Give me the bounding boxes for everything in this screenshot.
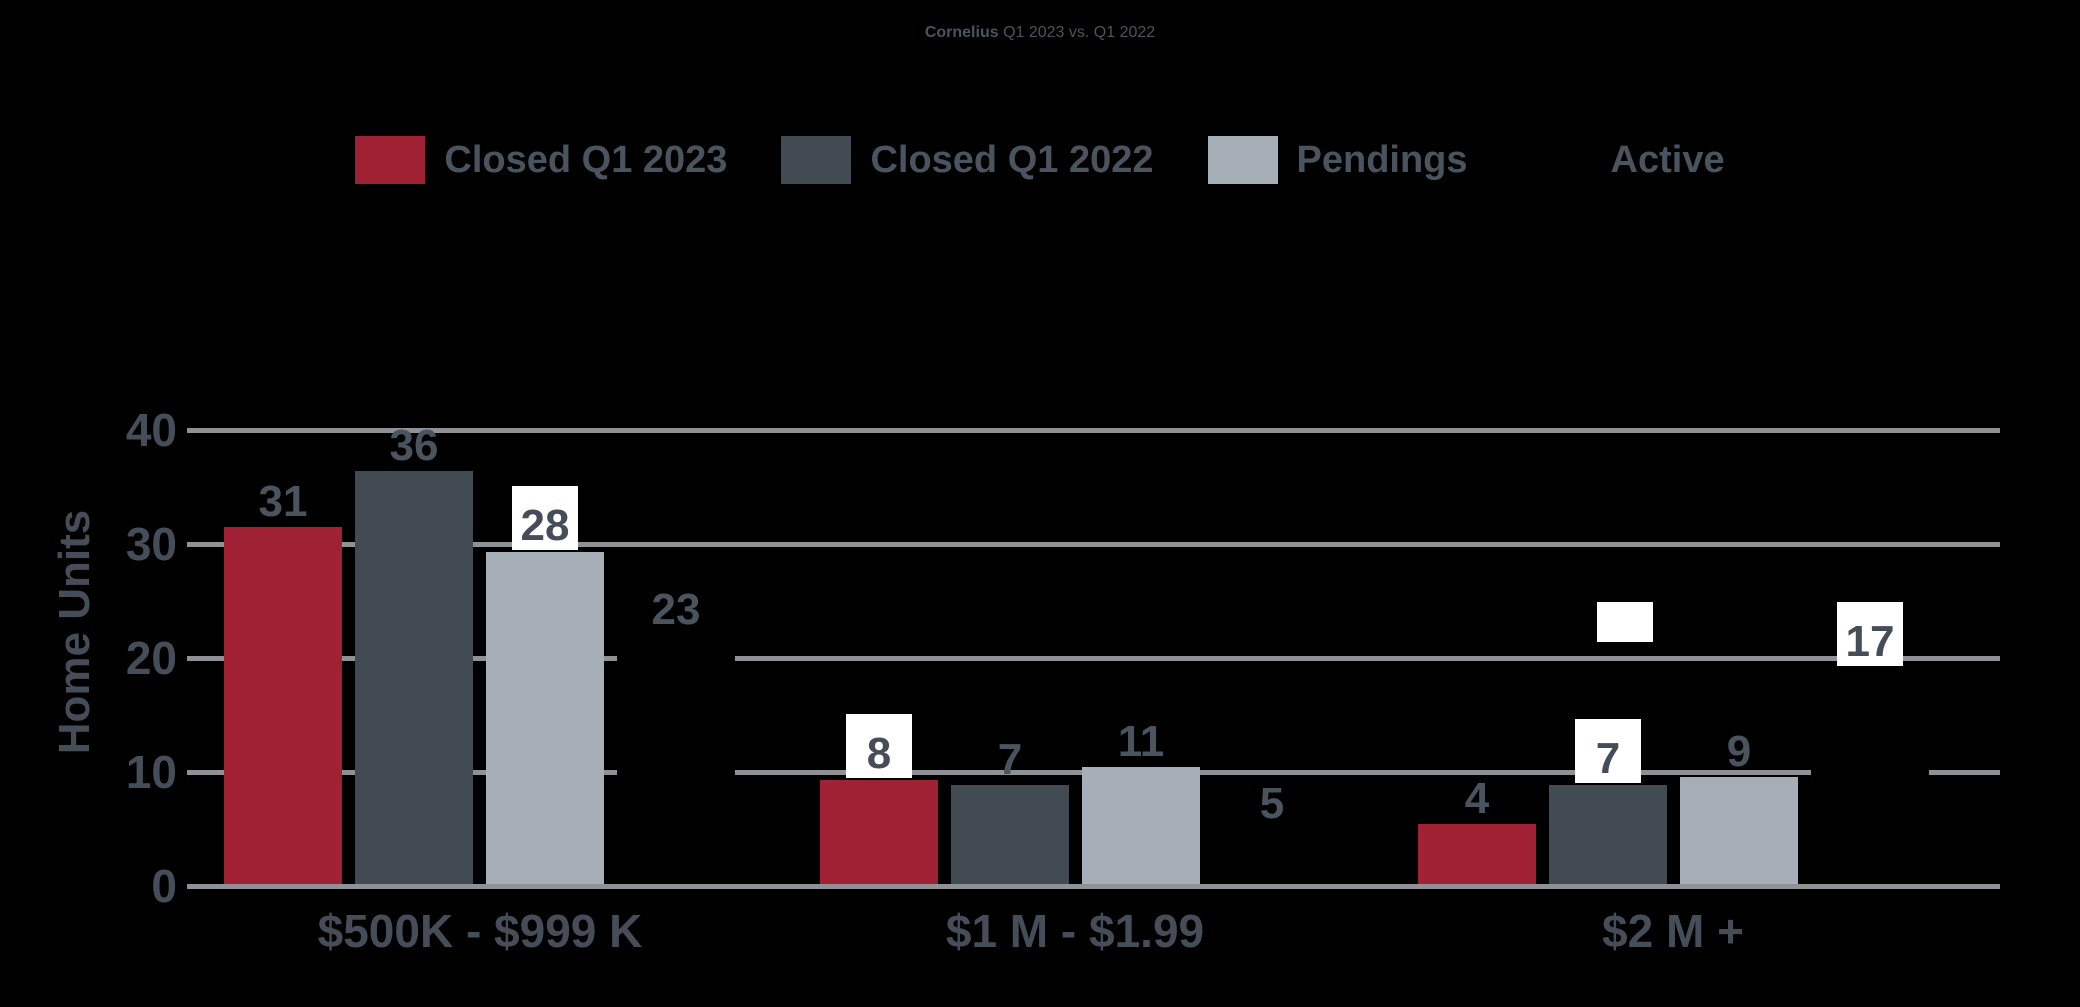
bar-value-box: 17 — [1837, 602, 1903, 667]
bar-value-box: 7 — [1575, 718, 1641, 783]
bar-value-label: 7 — [1595, 733, 1621, 783]
legend-item-label: Closed Q1 2023 — [444, 138, 728, 181]
chart-title-rest: Q1 2023 vs. Q1 2022 — [998, 24, 1156, 41]
legend-item-label: Active — [1610, 138, 1725, 181]
bar-value-label: 36 — [389, 421, 439, 471]
gridline-30 — [187, 542, 2000, 547]
gridline-40 — [187, 428, 2000, 433]
bar-closed-q1-2022-1 — [951, 784, 1069, 886]
bar-value-box: 28 — [512, 485, 578, 550]
bar-active-2 — [1811, 668, 1929, 886]
bar-value-label: 23 — [651, 585, 701, 635]
y-tick-label-20: 20 — [125, 632, 177, 684]
legend-item-0: Closed Q1 2023 — [355, 136, 727, 184]
bar-value-label: 11 — [1117, 717, 1165, 767]
bar-pendings-2 — [1680, 776, 1798, 886]
bar-value-label: 4 — [1464, 774, 1490, 824]
bar-pendings-1 — [1082, 767, 1200, 886]
bar-closed-q1-2022-2 — [1549, 784, 1667, 886]
legend-item-3: Active — [1521, 136, 1725, 184]
bar-active-1 — [1213, 829, 1331, 886]
bar-value-box: 8 — [846, 713, 912, 778]
legend-swatch-icon — [355, 136, 426, 184]
gridline-0 — [187, 884, 2000, 889]
legend-swatch-icon — [1207, 136, 1278, 184]
bar-value-label: 31 — [258, 476, 308, 526]
legend-item-2: Pendings — [1207, 136, 1468, 184]
legend-item-label: Pendings — [1296, 138, 1468, 181]
bar-value-label: 8 — [866, 728, 892, 778]
legend-item-label: Closed Q1 2022 — [870, 138, 1154, 181]
legend: Closed Q1 2023 Closed Q1 2022 Pendings Acti… — [0, 136, 2080, 184]
bar-closed-q1-2022-0 — [355, 471, 473, 886]
bar-closed-q1-2023-1 — [820, 779, 938, 886]
gridline-20 — [187, 656, 2000, 661]
bar-closed-q1-2023-0 — [224, 526, 342, 886]
x-category-label: $500K - $999 K — [317, 905, 643, 957]
bar-pendings-0 — [486, 551, 604, 886]
legend-item-1: Closed Q1 2022 — [781, 136, 1154, 184]
bar-value-label: 17 — [1845, 617, 1895, 667]
y-tick-label-0: 0 — [151, 860, 177, 912]
legend-swatch-icon — [781, 136, 852, 184]
y-tick-label-10: 10 — [125, 746, 177, 798]
chart-title: Cornelius Q1 2023 vs. Q1 2022 — [0, 24, 2080, 42]
bar-value-label: 5 — [1259, 779, 1285, 828]
bar-value-label: 9 — [1726, 726, 1752, 776]
chart-title-brand: Cornelius — [924, 24, 999, 41]
y-tick-label-40: 40 — [125, 404, 177, 456]
y-tick-label-30: 30 — [125, 518, 177, 570]
plot-area: 31 8 4 36 7 7 28 11 9 23 5 17 — [187, 421, 2000, 889]
x-category-label: $2 M + — [1602, 905, 1744, 957]
bar-value-label: 28 — [520, 500, 570, 550]
x-category-label: $1 M - $1.99 — [945, 905, 1205, 957]
bar-active-0 — [617, 635, 735, 886]
legend-swatch-icon — [1521, 136, 1592, 184]
bar-value-label: 7 — [997, 734, 1023, 784]
bar-closed-q1-2023-2 — [1418, 824, 1536, 886]
empty-label-box — [1597, 602, 1653, 642]
